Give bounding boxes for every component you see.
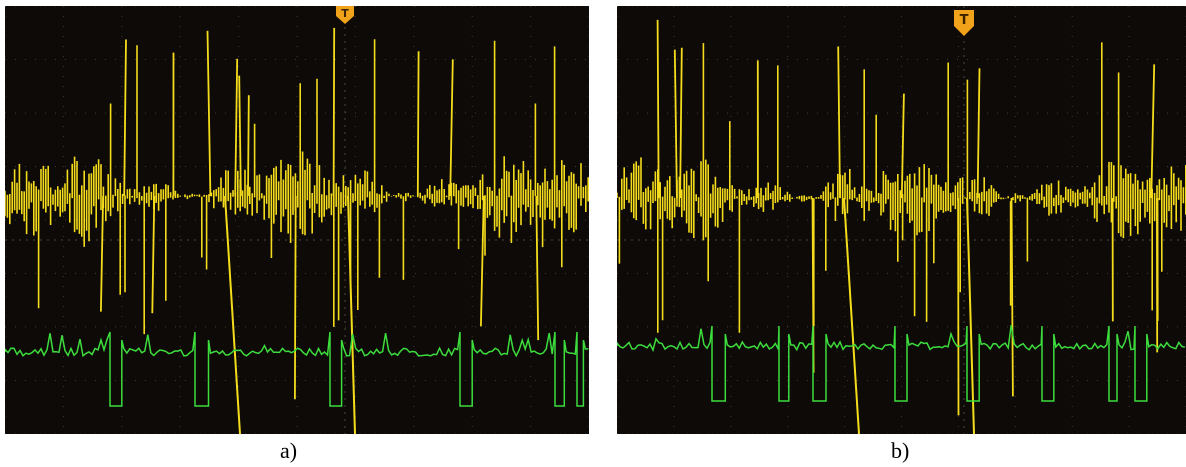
channel2-trace [5, 331, 589, 407]
channel2-trace [617, 324, 1185, 402]
scope-trace-b: T [617, 6, 1186, 434]
channel1-trace [5, 27, 589, 434]
grid [617, 6, 1186, 434]
trigger-marker-label: T [960, 13, 969, 28]
channel1-trace [617, 19, 1186, 434]
scope-trace-a: T [5, 6, 589, 434]
trigger-marker: T [954, 10, 974, 36]
oscilloscope-screen-a: T [5, 6, 589, 434]
trigger-marker-label: T [341, 7, 349, 20]
oscilloscope-screen-b: T [617, 6, 1186, 434]
panel-caption-b: b) [891, 438, 910, 463]
grid [5, 6, 589, 434]
trigger-marker: T [336, 6, 354, 24]
panel-caption-a: a) [280, 438, 298, 463]
